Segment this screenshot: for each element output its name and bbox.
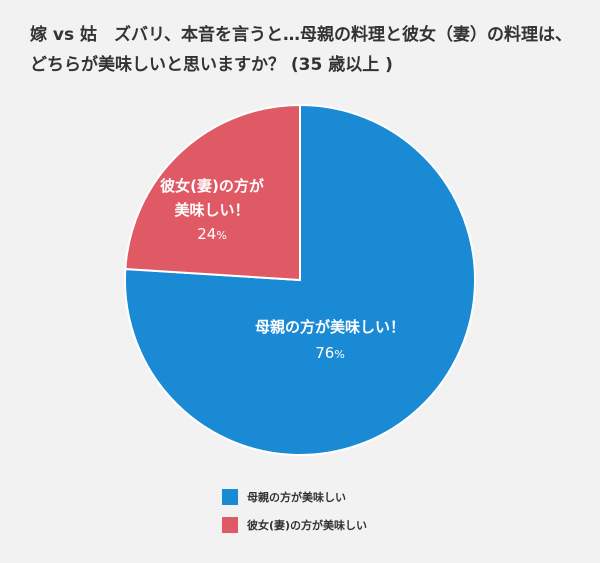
legend-swatch-wife (222, 516, 238, 533)
slice-value-0: 76% (315, 344, 345, 362)
legend-item-mother[interactable]: 母親の方が美味しい (222, 488, 367, 505)
legend-swatch-mother (222, 488, 238, 505)
chart-title: 嫁 vs 姑 ズバリ、本音を言うと…母親の料理と彼女（妻）の料理は、どちらが美味… (30, 25, 573, 75)
slice-label-1-line-0: 彼女(妻)の方が (160, 177, 265, 195)
legend: 母親の方が美味しい 彼女(妻)の方が美味しい (222, 488, 367, 544)
pie-slice-1[interactable] (124, 103, 301, 282)
slice-label-0-line-0: 母親の方が美味しい！ (255, 318, 405, 336)
legend-label-mother: 母親の方が美味しい (247, 490, 346, 504)
pie-chart: 母親の方が美味しい！ 76% 彼女(妻)の方が美味しい！ 24% (124, 103, 476, 456)
legend-label-wife: 彼女(妻)の方が美味しい (247, 518, 368, 532)
slice-label-1-line-1: 美味しい！ (174, 201, 249, 219)
legend-item-wife[interactable]: 彼女(妻)の方が美味しい (222, 516, 367, 533)
slice-value-1: 24% (197, 225, 227, 243)
